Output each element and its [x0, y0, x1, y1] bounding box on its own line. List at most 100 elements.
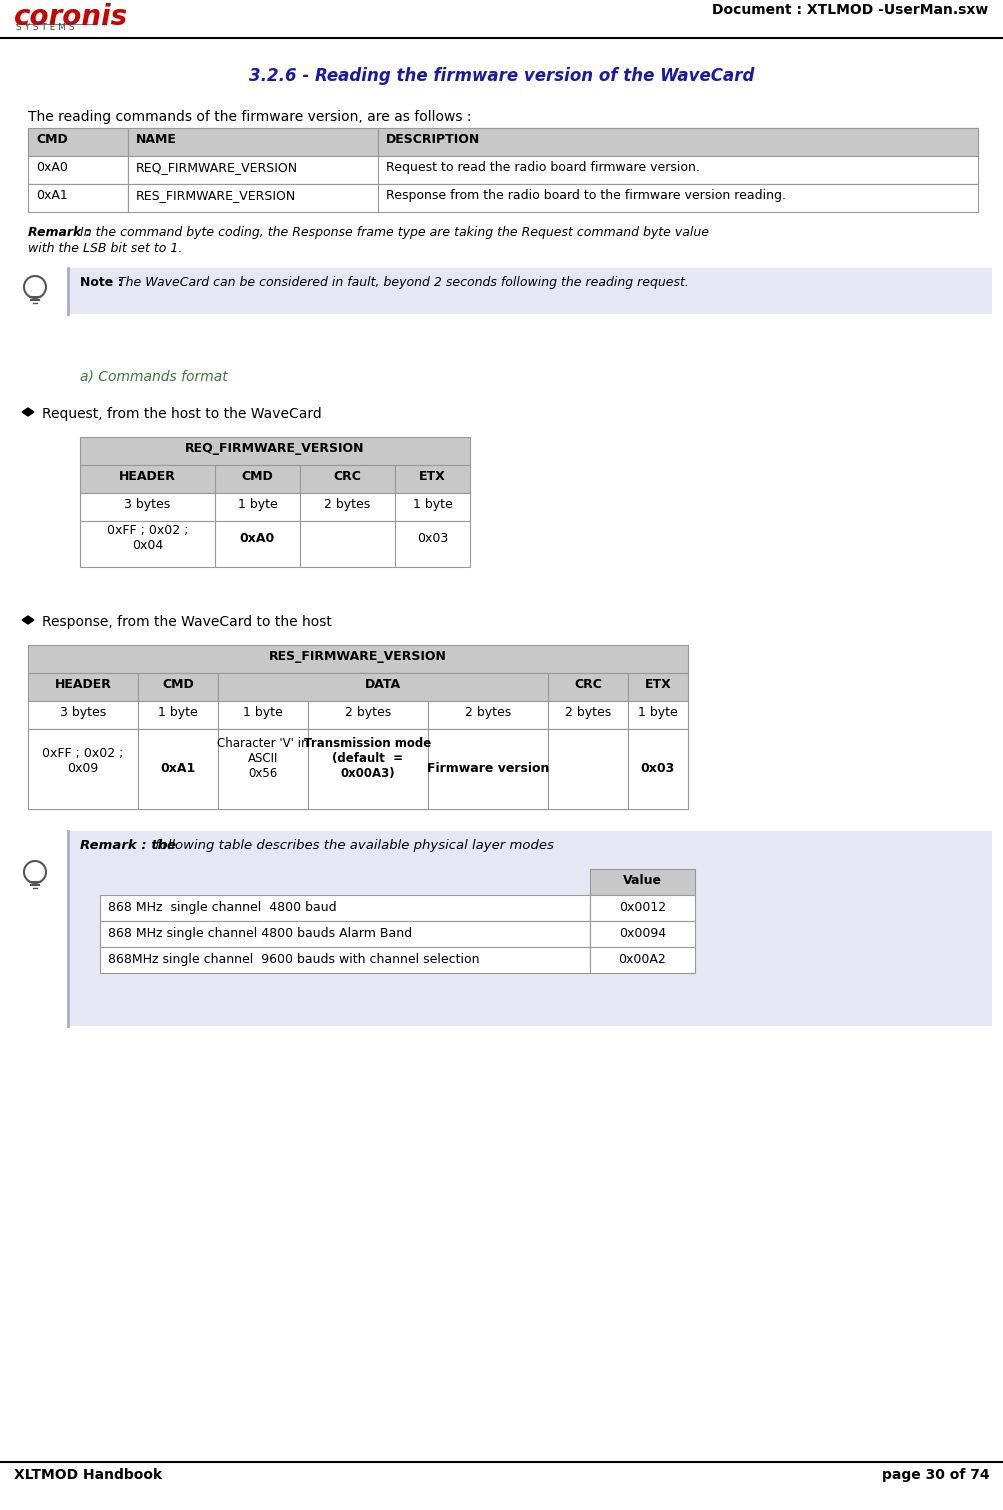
Text: 0xA1: 0xA1 [160, 763, 196, 776]
Text: coronis: coronis [14, 3, 128, 32]
Bar [137, 729, 218, 809]
Text: 868 MHz single channel 4800 bauds Alarm Band: 868 MHz single channel 4800 bauds Alarm … [108, 927, 411, 941]
Text: 0x0094: 0x0094 [618, 927, 665, 941]
Text: 3 bytes: 3 bytes [124, 498, 171, 510]
Text: 868MHz single channel  9600 bauds with channel selection: 868MHz single channel 9600 bauds with ch… [108, 953, 479, 966]
Bar [68, 831, 991, 1025]
Text: RES_FIRMWARE_VERSION: RES_FIRMWARE_VERSION [135, 189, 296, 202]
Polygon shape [22, 616, 34, 624]
Bar [80, 465, 215, 492]
Text: 0xA1: 0xA1 [36, 189, 67, 202]
Text: CMD: CMD [36, 133, 67, 146]
Bar [377, 156, 977, 184]
Text: 0xFF ; 0x02 ;
0x09: 0xFF ; 0x02 ; 0x09 [42, 747, 123, 775]
Bar [137, 673, 218, 701]
Bar [300, 492, 394, 521]
Bar [80, 521, 215, 566]
Bar [28, 156, 127, 184]
Text: The reading commands of the firmware version, are as follows :: The reading commands of the firmware ver… [28, 110, 471, 124]
Bar [548, 701, 627, 729]
Text: REQ_FIRMWARE_VERSION: REQ_FIRMWARE_VERSION [186, 442, 364, 455]
Bar [427, 701, 548, 729]
Text: ETX: ETX [644, 678, 671, 692]
Text: DESCRIPTION: DESCRIPTION [385, 133, 479, 146]
Bar [218, 673, 308, 701]
Bar [127, 184, 377, 211]
Bar [28, 673, 137, 701]
Text: with the LSB bit set to 1.: with the LSB bit set to 1. [28, 242, 183, 255]
Bar [218, 729, 308, 809]
Bar [308, 729, 427, 809]
Bar [377, 184, 977, 211]
Text: RES_FIRMWARE_VERSION: RES_FIRMWARE_VERSION [269, 649, 446, 663]
Bar [28, 729, 137, 809]
Text: 0xA0: 0xA0 [36, 162, 68, 174]
Bar [100, 921, 590, 947]
Text: Character 'V' in
ASCII
0x56: Character 'V' in ASCII 0x56 [217, 737, 309, 781]
Bar [590, 947, 694, 972]
Text: 1 byte: 1 byte [157, 707, 198, 719]
Text: 1 byte: 1 byte [243, 707, 283, 719]
Text: In the command byte coding, the Response frame type are taking the Request comma: In the command byte coding, the Response… [80, 226, 708, 239]
Bar [218, 701, 308, 729]
Text: ETX: ETX [418, 470, 445, 483]
Text: CRC: CRC [574, 678, 602, 692]
Text: 1 byte: 1 byte [638, 707, 677, 719]
Bar [28, 729, 687, 809]
Text: 2 bytes: 2 bytes [565, 707, 611, 719]
Bar [548, 729, 627, 809]
Text: page 30 of 74: page 30 of 74 [882, 1468, 989, 1481]
Text: 0xFF ; 0x02 ;
0x04: 0xFF ; 0x02 ; 0x04 [106, 524, 188, 553]
Polygon shape [22, 408, 34, 415]
Bar [28, 701, 137, 729]
Bar [627, 701, 687, 729]
Bar [590, 921, 694, 947]
Text: NAME: NAME [135, 133, 177, 146]
Text: 0xA0: 0xA0 [240, 532, 275, 545]
Bar [394, 492, 469, 521]
Bar [137, 701, 218, 729]
Bar [28, 128, 127, 156]
Text: HEADER: HEADER [54, 678, 111, 692]
Text: 1 byte: 1 byte [412, 498, 452, 510]
Text: Remark : the: Remark : the [80, 840, 181, 852]
Text: REQ_FIRMWARE_VERSION: REQ_FIRMWARE_VERSION [135, 162, 298, 174]
Bar [548, 673, 627, 701]
Text: 0x00A2: 0x00A2 [618, 953, 666, 966]
Text: XLTMOD Handbook: XLTMOD Handbook [14, 1468, 161, 1481]
Text: 2 bytes: 2 bytes [464, 707, 511, 719]
Bar [590, 868, 694, 895]
Text: Firmware version: Firmware version [426, 763, 549, 776]
Text: 0x03: 0x03 [416, 532, 447, 545]
Text: Request to read the radio board firmware version.: Request to read the radio board firmware… [385, 162, 699, 174]
Bar [627, 729, 687, 809]
Bar [127, 128, 377, 156]
Text: 1 byte: 1 byte [238, 498, 277, 510]
Bar [308, 673, 427, 701]
Text: 868 MHz  single channel  4800 baud: 868 MHz single channel 4800 baud [108, 901, 336, 914]
Bar [377, 128, 977, 156]
Text: Request, from the host to the WaveCard: Request, from the host to the WaveCard [42, 408, 321, 421]
Text: 2 bytes: 2 bytes [324, 498, 370, 510]
Bar [100, 947, 590, 972]
Bar [28, 184, 127, 211]
Text: CMD: CMD [161, 678, 194, 692]
Bar [100, 895, 590, 921]
Text: 0x03: 0x03 [640, 763, 674, 776]
Text: Note :: Note : [80, 276, 126, 288]
Bar [80, 492, 215, 521]
Bar [215, 465, 300, 492]
Text: 2 bytes: 2 bytes [345, 707, 391, 719]
Text: Response, from the WaveCard to the host: Response, from the WaveCard to the host [42, 615, 332, 630]
Text: S Y S T E M S: S Y S T E M S [16, 23, 74, 32]
Text: Value: Value [623, 874, 661, 886]
Text: following table describes the available physical layer modes: following table describes the available … [154, 840, 554, 852]
Bar [394, 465, 469, 492]
Bar [300, 521, 394, 566]
Bar [127, 156, 377, 184]
Bar [215, 521, 300, 566]
Bar [28, 128, 977, 156]
Text: 3 bytes: 3 bytes [60, 707, 106, 719]
Text: The WaveCard can be considered in fault, beyond 2 seconds following the reading : The WaveCard can be considered in fault,… [118, 276, 688, 288]
Bar [300, 465, 394, 492]
